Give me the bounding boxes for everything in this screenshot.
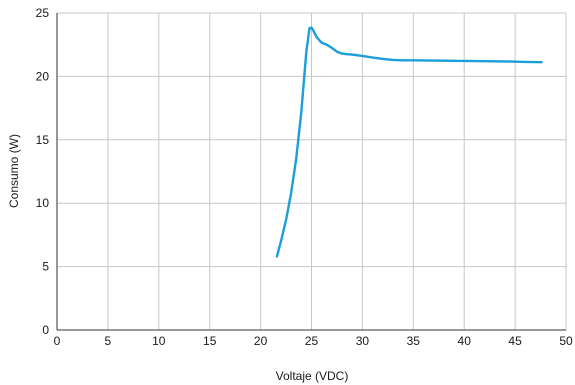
x-tick-label: 15 <box>203 334 217 348</box>
y-tick-label: 0 <box>42 323 49 337</box>
x-tick-label: 20 <box>254 334 268 348</box>
x-axis-title: Voltaje (VDC) <box>276 369 349 383</box>
x-tick-label: 25 <box>305 334 319 348</box>
y-tick-label: 10 <box>36 196 50 210</box>
series-layer <box>275 26 543 258</box>
y-tick-label: 25 <box>36 6 50 20</box>
y-tick-label: 15 <box>36 133 50 147</box>
axes <box>56 13 566 331</box>
series-line <box>275 26 543 258</box>
x-tick-label: 0 <box>54 334 61 348</box>
y-tick-label: 5 <box>42 260 49 274</box>
x-tick-label: 40 <box>458 334 472 348</box>
y-axis-title: Consumo (W) <box>7 134 21 208</box>
x-tick-label: 45 <box>508 334 522 348</box>
y-tick-label: 20 <box>36 69 50 83</box>
x-tick-label: 5 <box>105 334 112 348</box>
x-tick-label: 50 <box>559 334 573 348</box>
x-tick-label: 10 <box>152 334 166 348</box>
x-tick-label: 30 <box>356 334 370 348</box>
tick-labels: 0 5 10 15 20 25 30 35 40 45 50 0 5 10 15 20 25 <box>36 6 573 348</box>
x-tick-label: 35 <box>407 334 421 348</box>
